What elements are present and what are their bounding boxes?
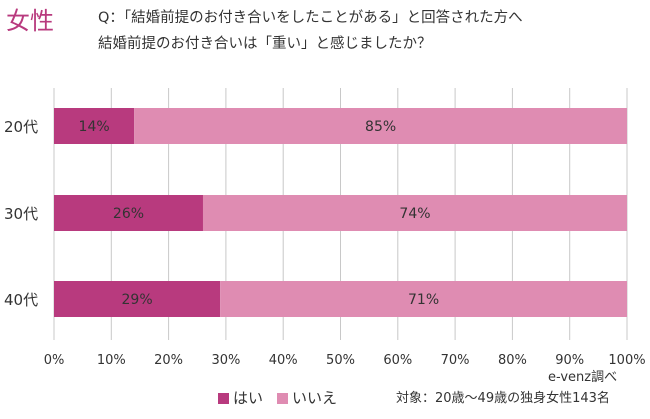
data-label-no-0: 85% bbox=[365, 119, 396, 135]
bar-no-1 bbox=[202, 195, 628, 231]
legend-label-yes: はい bbox=[233, 389, 264, 407]
x-tick-label-60: 60% bbox=[383, 353, 412, 368]
chart-header: 女性 Q：「結婚前提のお付き合いをしたことがある」と回答された方へ 結婚前提のお… bbox=[0, 0, 650, 60]
legend-swatch-no bbox=[277, 392, 289, 404]
source-credit: e-venz調べ bbox=[548, 370, 618, 385]
data-label-no-2: 71% bbox=[408, 292, 439, 308]
bar-yes-0 bbox=[54, 108, 135, 144]
chart-legend: はい いいえ bbox=[218, 388, 351, 408]
x-tick-label-90: 90% bbox=[555, 353, 584, 368]
x-tick-label-20: 20% bbox=[154, 353, 183, 368]
bar-yes-2 bbox=[54, 281, 221, 317]
legend-swatch-yes bbox=[218, 392, 229, 404]
bar-no-2 bbox=[220, 281, 628, 317]
category-label-0: 20代 bbox=[4, 118, 38, 136]
x-tick-label-70: 70% bbox=[441, 353, 470, 368]
legend-item-no: いいえ bbox=[277, 388, 337, 408]
legend-item-yes: はい bbox=[218, 388, 263, 408]
x-tick-label-10: 10% bbox=[97, 353, 126, 368]
x-tick-label-0: 0% bbox=[44, 353, 65, 368]
question-line-2: 結婚前提のお付き合いは「重い」と感じましたか？ bbox=[98, 36, 432, 52]
x-tick-label-100: 100% bbox=[608, 353, 645, 368]
data-label-yes-0: 14% bbox=[79, 119, 110, 135]
legend-label-no: いいえ bbox=[292, 389, 338, 407]
question-line-1: Q：「結婚前提のお付き合いをしたことがある」と回答された方へ bbox=[98, 10, 523, 26]
data-label-no-1: 74% bbox=[399, 206, 430, 222]
bar-no-0 bbox=[134, 108, 627, 144]
data-label-yes-1: 26% bbox=[113, 206, 144, 222]
category-label-2: 40代 bbox=[4, 291, 38, 309]
data-label-yes-2: 29% bbox=[122, 292, 153, 308]
category-label-1: 30代 bbox=[4, 205, 38, 223]
bar-yes-1 bbox=[54, 195, 203, 231]
x-tick-label-50: 50% bbox=[326, 353, 355, 368]
survey-note: 対象：20歳〜49歳の独身女性143名 bbox=[396, 391, 610, 406]
x-tick-label-40: 40% bbox=[269, 353, 298, 368]
gender-label: 女性 bbox=[6, 7, 54, 35]
x-tick-label-80: 80% bbox=[498, 353, 527, 368]
x-tick-label-30: 30% bbox=[211, 353, 240, 368]
